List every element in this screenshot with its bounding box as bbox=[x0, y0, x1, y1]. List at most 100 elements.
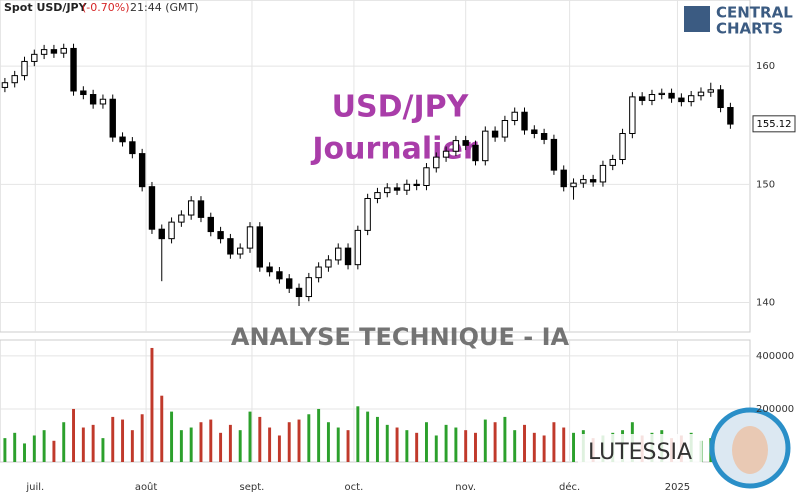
volume-bar bbox=[346, 430, 350, 462]
y-tick-label: 400000 bbox=[756, 351, 794, 362]
volume-bar bbox=[179, 430, 183, 462]
volume-bar bbox=[219, 432, 223, 462]
candle-body bbox=[21, 60, 28, 77]
candle-body bbox=[335, 247, 342, 261]
volume-bar bbox=[483, 419, 487, 462]
volume-bar bbox=[170, 411, 174, 462]
brand-box bbox=[578, 434, 702, 472]
volume-bar bbox=[62, 422, 66, 462]
volume-bar bbox=[375, 416, 379, 462]
y-tick-label: 160 bbox=[756, 61, 775, 72]
volume-bar bbox=[91, 424, 95, 462]
candle-body bbox=[266, 266, 273, 273]
volume-bar bbox=[52, 440, 56, 462]
candle-body bbox=[295, 287, 303, 298]
candle-body bbox=[217, 231, 224, 240]
volume-bar bbox=[503, 416, 507, 462]
volume-bar bbox=[415, 432, 419, 462]
watermark-brand: LUTESSIA bbox=[588, 440, 692, 465]
candle-body bbox=[599, 164, 607, 183]
candle-body bbox=[638, 96, 646, 101]
candle-body bbox=[138, 153, 146, 188]
logo-line2: CHARTS bbox=[716, 20, 783, 38]
volume-bar bbox=[42, 430, 46, 462]
volume-bar bbox=[493, 422, 497, 462]
volume-bar bbox=[572, 432, 575, 462]
volume-bar bbox=[454, 427, 458, 462]
candle-body bbox=[31, 53, 38, 62]
x-tick-label: déc. bbox=[559, 481, 580, 493]
y-tick-label: 150 bbox=[756, 179, 775, 190]
candle-body bbox=[119, 136, 126, 143]
candle-body bbox=[276, 271, 283, 280]
candle-body bbox=[286, 278, 293, 289]
candle-body bbox=[472, 144, 479, 162]
candle-body bbox=[511, 111, 518, 122]
volume-bar bbox=[189, 427, 193, 462]
volume-bar bbox=[326, 422, 330, 462]
candle-body bbox=[11, 75, 18, 84]
change: (-0.70%) bbox=[82, 1, 130, 14]
candle-body bbox=[178, 214, 185, 223]
candle-body bbox=[305, 277, 313, 298]
candle-body bbox=[109, 98, 116, 138]
volume-bar bbox=[336, 427, 340, 462]
candle-body bbox=[619, 133, 626, 161]
volume-bar bbox=[307, 414, 311, 462]
candle-body bbox=[687, 95, 695, 103]
last-price-tag bbox=[752, 115, 796, 133]
volume-bar bbox=[464, 430, 468, 462]
candle-body bbox=[433, 156, 440, 169]
watermark-symbol: USD/JPY bbox=[332, 90, 470, 125]
volume-bar bbox=[317, 408, 321, 462]
candle-body bbox=[60, 47, 67, 54]
candle-body bbox=[384, 187, 391, 194]
candle-body bbox=[629, 96, 636, 135]
volume-bar bbox=[111, 416, 115, 462]
volume-panel bbox=[0, 339, 751, 463]
volume-bar bbox=[13, 432, 17, 462]
volume-bar bbox=[150, 347, 154, 462]
candle-body bbox=[697, 91, 705, 97]
candle-body bbox=[403, 183, 411, 191]
volume-bar bbox=[228, 424, 232, 462]
time: 21:44 (GMT) bbox=[130, 1, 199, 14]
volume-bar bbox=[297, 419, 301, 462]
candle-body bbox=[364, 197, 371, 231]
candle-body bbox=[658, 92, 665, 96]
volume-bar bbox=[287, 422, 291, 462]
volume-bar bbox=[356, 406, 360, 462]
candle-body bbox=[89, 94, 97, 105]
candle-body bbox=[570, 182, 577, 188]
candle-body bbox=[344, 247, 352, 266]
x-tick-label: sept. bbox=[240, 482, 265, 493]
volume-bar bbox=[81, 427, 85, 462]
volume-bar bbox=[121, 419, 125, 462]
candle-body bbox=[648, 94, 656, 101]
candle-body bbox=[197, 200, 205, 218]
grid bbox=[0, 0, 750, 462]
candle-body bbox=[482, 130, 489, 162]
volume-bar bbox=[523, 424, 526, 462]
volume-bar bbox=[542, 435, 546, 462]
candle-body bbox=[227, 238, 234, 255]
x-tick-label: août bbox=[135, 481, 158, 493]
volume-bar bbox=[32, 435, 36, 462]
volume-bar bbox=[248, 411, 252, 462]
volume-bar bbox=[3, 438, 7, 462]
price-panel bbox=[0, 0, 751, 333]
candle-body bbox=[237, 247, 244, 255]
candle-body bbox=[727, 107, 734, 125]
y-tick-label: 200000 bbox=[756, 404, 794, 415]
candle-body bbox=[374, 192, 381, 199]
volume-bar bbox=[513, 430, 517, 462]
candle-body bbox=[707, 89, 714, 93]
candle-body bbox=[501, 120, 509, 138]
last-price-label: 155.12 bbox=[757, 119, 792, 130]
candle-body bbox=[580, 179, 587, 184]
volume-bar bbox=[405, 430, 409, 462]
candle-body bbox=[423, 167, 430, 186]
volume-bar bbox=[209, 419, 213, 462]
candle-body bbox=[393, 187, 401, 191]
